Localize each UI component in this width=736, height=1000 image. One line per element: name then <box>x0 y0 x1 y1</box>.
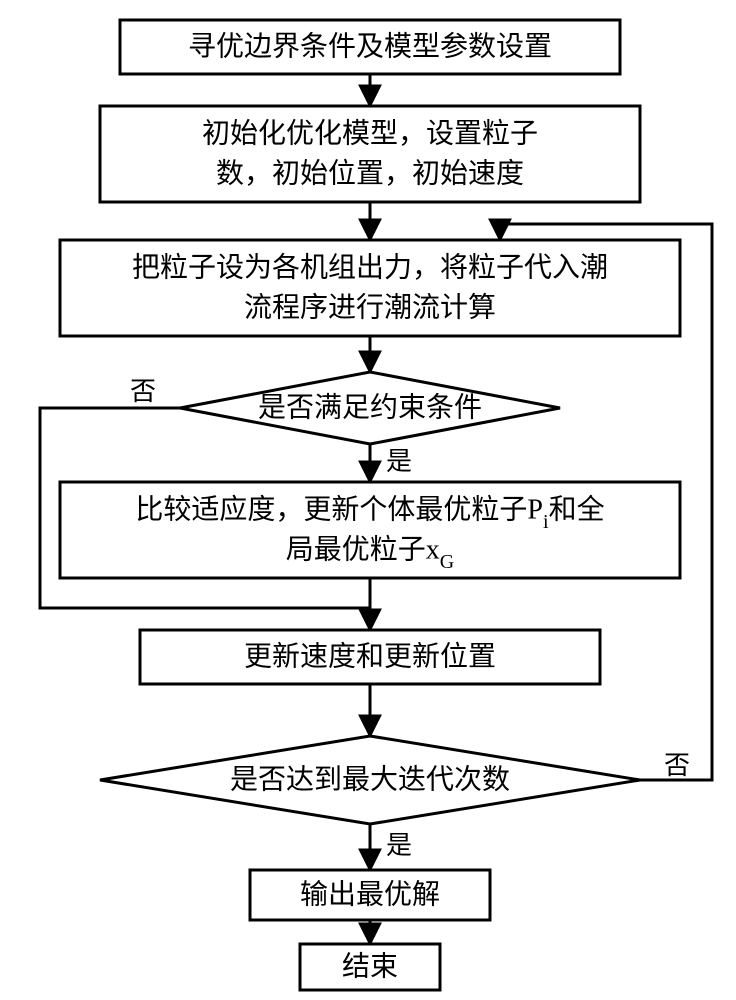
node-text: 输出最优解 <box>300 878 440 910</box>
node-text: 是否达到最大迭代次数 <box>230 763 510 795</box>
edge-label: 否 <box>664 751 690 780</box>
node-n7: 结束 <box>300 944 440 990</box>
node-text: 数，初始位置，初始速度 <box>216 157 524 189</box>
node-text: 更新速度和更新位置 <box>244 640 496 672</box>
edge-label: 否 <box>130 377 156 406</box>
node-text: 流程序进行潮流计算 <box>244 291 496 323</box>
node-text: 寻优边界条件及模型参数设置 <box>188 30 552 62</box>
node-n5: 更新速度和更新位置 <box>140 630 600 684</box>
node-text: 初始化优化模型，设置粒子 <box>202 117 538 149</box>
edge-label: 是 <box>386 447 412 476</box>
flowchart-canvas: 寻优边界条件及模型参数设置初始化优化模型，设置粒子数，初始位置，初始速度把粒子设… <box>0 0 736 1000</box>
node-d2: 是否达到最大迭代次数 <box>100 736 640 824</box>
node-text: 是否满足约束条件 <box>258 391 482 423</box>
node-n6: 输出最优解 <box>250 870 490 920</box>
node-n3: 把粒子设为各机组出力，将粒子代入潮流程序进行潮流计算 <box>60 240 680 336</box>
edge-label: 是 <box>386 831 412 860</box>
node-text: 把粒子设为各机组出力，将粒子代入潮 <box>132 251 608 283</box>
node-d1: 是否满足约束条件 <box>180 372 560 444</box>
node-n4: 比较适应度，更新个体最优粒子Pi和全局最优粒子xG <box>60 482 680 578</box>
node-n1: 寻优边界条件及模型参数设置 <box>120 20 620 74</box>
node-text: 结束 <box>342 950 398 982</box>
node-n2: 初始化优化模型，设置粒子数，初始位置，初始速度 <box>100 106 640 202</box>
